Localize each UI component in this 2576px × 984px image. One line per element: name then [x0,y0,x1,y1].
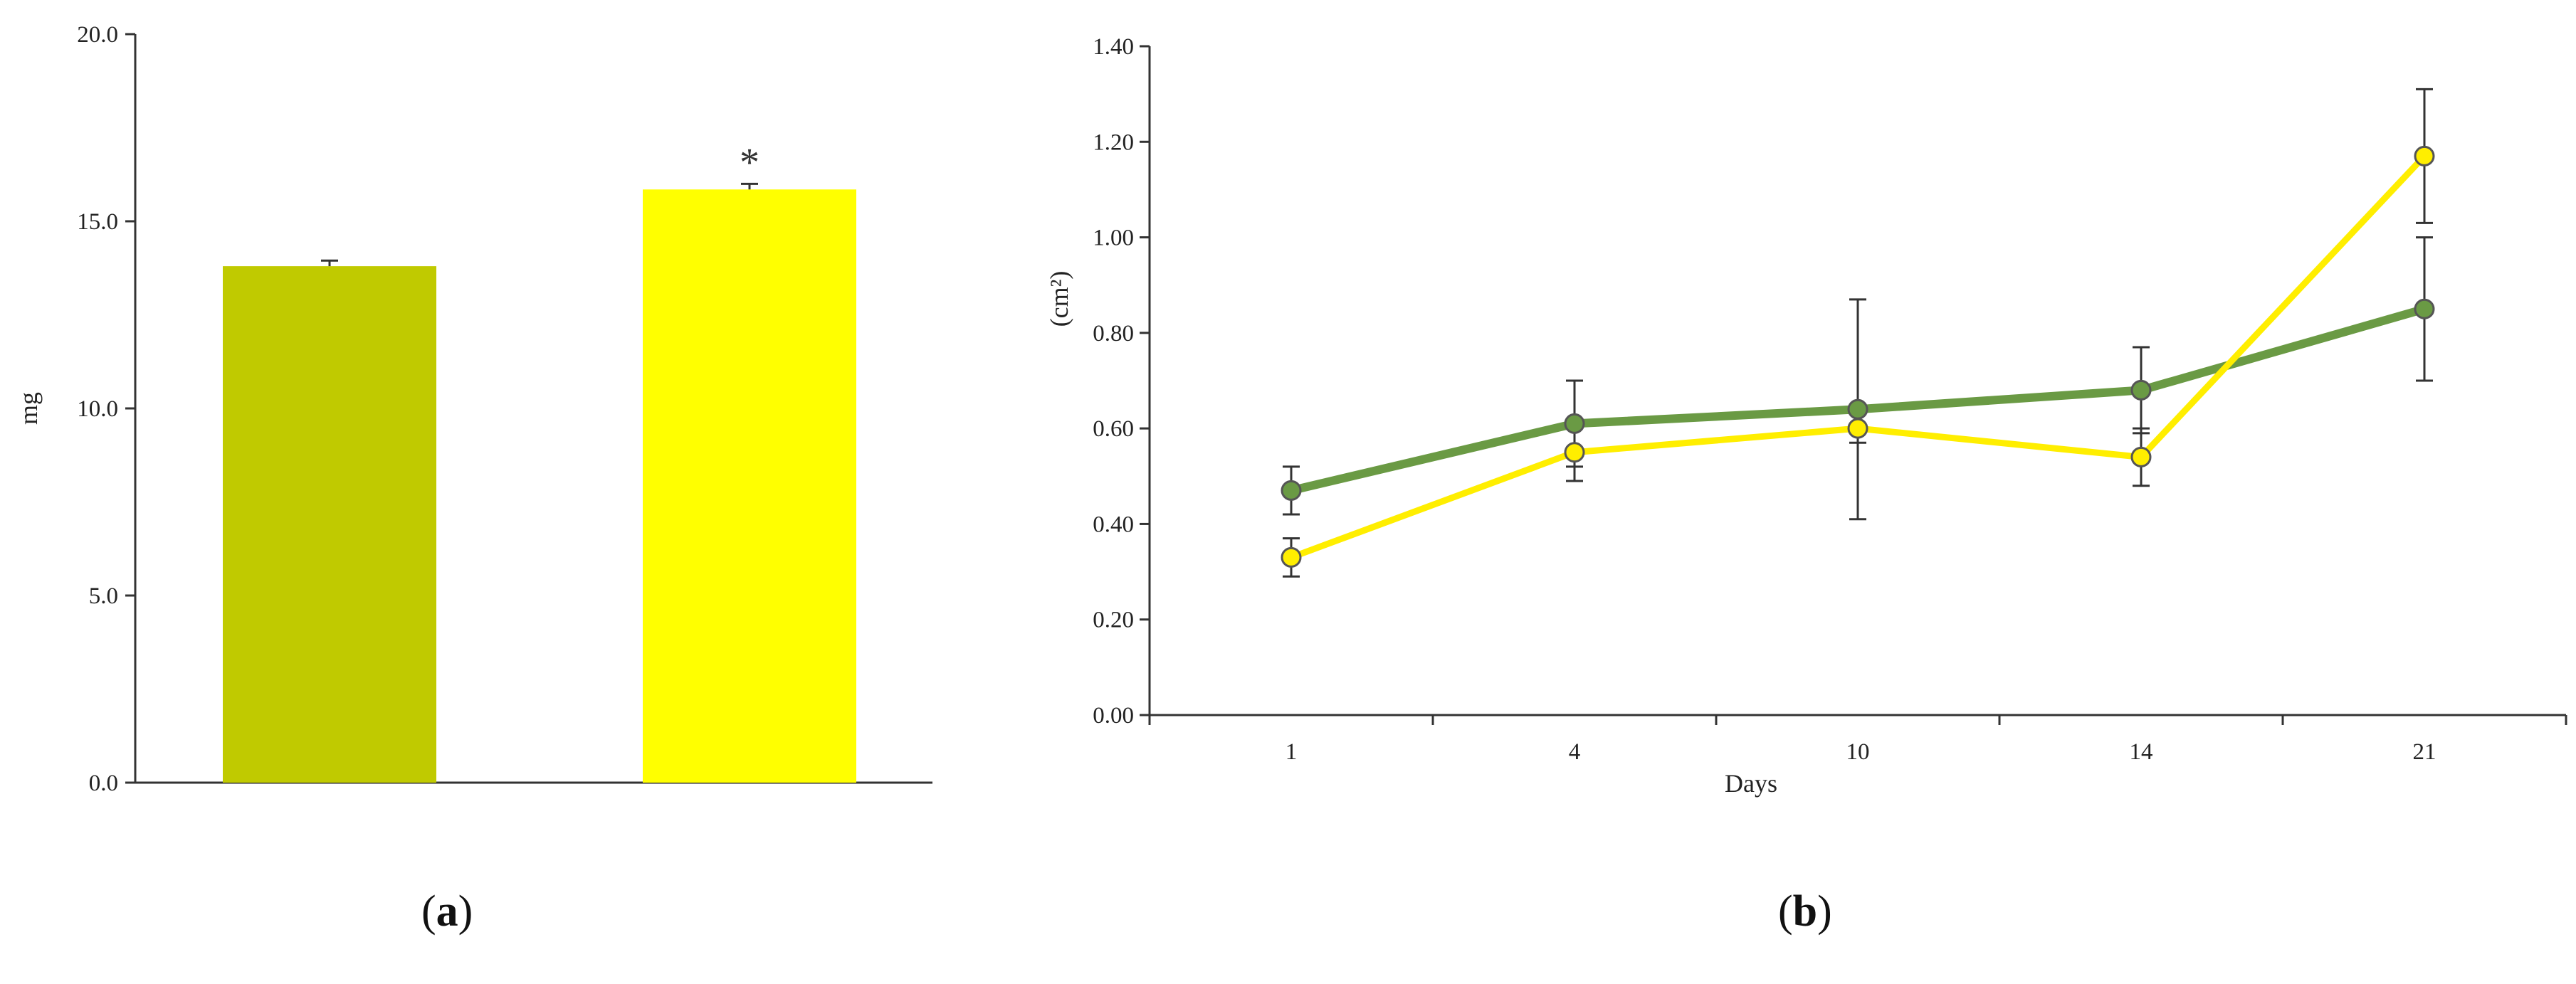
data-point [1281,480,1302,501]
data-point [1847,398,1868,420]
y-axis-title-b: (cm²) [1045,271,1073,327]
data-point [1281,546,1302,568]
x-tick-label-b: 14 [2130,739,2153,765]
data-point [2414,298,2435,319]
chart-a-plot: 0.0 5.0 10.0 15.0 20.0 mg * [14,22,932,796]
bar [223,266,436,783]
caption-a-open: ( [421,887,436,936]
y-tick-label-b: 1.00 [1093,226,1134,251]
bar [643,189,856,783]
data-point [1847,418,1868,439]
x-tick-label-b: 4 [1569,739,1581,765]
line-chart-b: 0.000.200.400.600.801.001.201.401 4 10 14 21… [1045,34,2567,798]
y-tick-label-b: 1.40 [1093,34,1134,60]
y-axis-title-a: mg [14,392,43,425]
y-tick-label-a: 20.0 [77,22,118,48]
y-tick-label-a: 15.0 [77,209,118,235]
caption-b-open: ( [1778,887,1793,936]
x-tick-label-b: 1 [1286,739,1298,765]
panel-caption-b: (b) [1778,889,1832,933]
data-point [2414,145,2435,166]
x-tick-label-b: 10 [1846,739,1870,765]
y-tick-label-b: 0.40 [1093,512,1134,537]
data-point [2130,446,2152,467]
caption-a-letter: a [436,887,458,936]
y-tick-label-b: 0.60 [1093,416,1134,442]
y-tick-label-b: 0.00 [1093,703,1134,729]
bar-chart-a: 0.0 5.0 10.0 15.0 20.0 mg * [14,22,932,796]
y-tick-label-a: 10.0 [77,396,118,422]
y-tick-label-b: 0.20 [1093,608,1134,633]
y-tick-label-a: 5.0 [89,583,118,609]
chart-b-plot: 0.000.200.400.600.801.001.201.401 4 10 14 21… [1045,34,2567,798]
x-tick-label-b: 21 [2413,739,2436,765]
significance-marker: * [740,140,759,184]
data-point [1564,413,1585,434]
caption-a-close: ) [458,887,473,936]
y-tick-label-a: 0.0 [89,771,118,796]
data-point [2130,379,2152,401]
y-tick-label-b: 1.20 [1093,129,1134,155]
y-tick-label-b: 0.80 [1093,321,1134,346]
x-axis-title-b: Days [1725,769,1777,798]
data-point [1564,442,1585,463]
caption-b-close: ) [1817,887,1832,936]
caption-b-letter: b [1792,887,1818,936]
panel-caption-a: (a) [421,889,473,933]
